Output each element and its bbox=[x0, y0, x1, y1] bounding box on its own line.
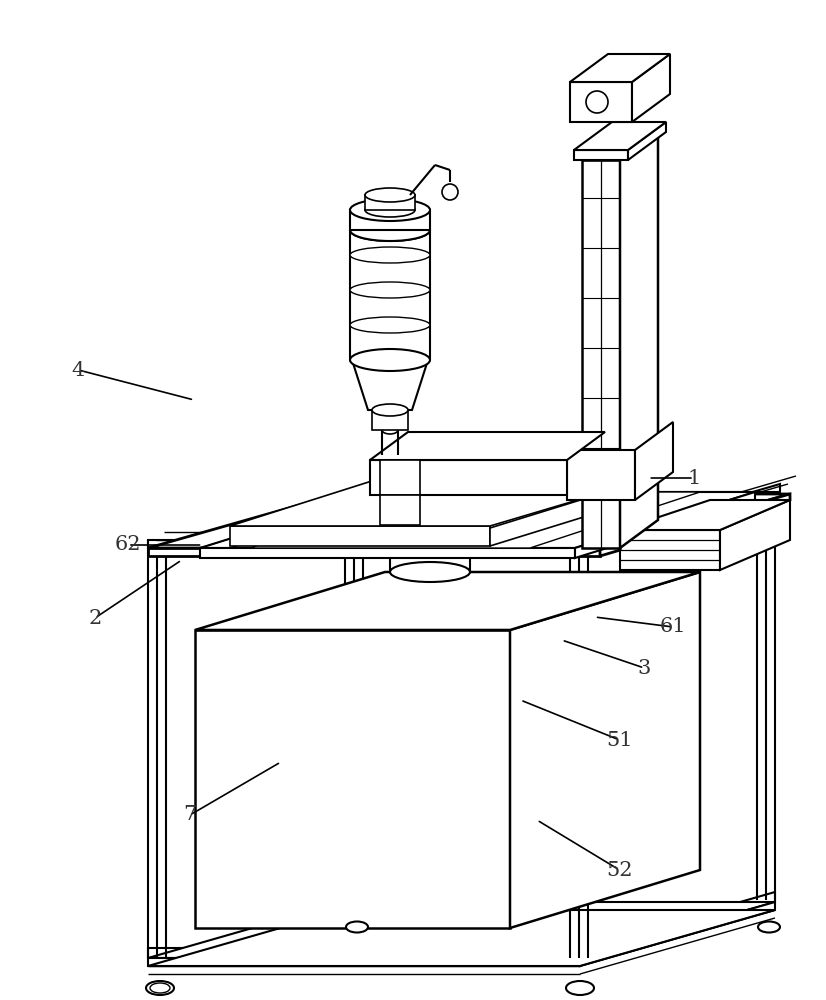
Ellipse shape bbox=[346, 922, 368, 932]
Polygon shape bbox=[620, 132, 658, 548]
Text: 52: 52 bbox=[606, 860, 633, 880]
Ellipse shape bbox=[146, 981, 174, 995]
Polygon shape bbox=[148, 492, 780, 548]
Polygon shape bbox=[195, 630, 510, 928]
Ellipse shape bbox=[586, 91, 608, 113]
Text: 61: 61 bbox=[660, 617, 686, 637]
Ellipse shape bbox=[566, 981, 594, 995]
Polygon shape bbox=[570, 82, 632, 122]
Ellipse shape bbox=[350, 317, 430, 333]
Polygon shape bbox=[620, 500, 790, 530]
Polygon shape bbox=[148, 540, 588, 548]
Polygon shape bbox=[148, 902, 775, 958]
Ellipse shape bbox=[150, 983, 170, 993]
Polygon shape bbox=[148, 494, 790, 548]
Polygon shape bbox=[720, 500, 790, 570]
Ellipse shape bbox=[390, 562, 470, 582]
Polygon shape bbox=[574, 150, 628, 160]
Polygon shape bbox=[200, 492, 755, 548]
Text: 1: 1 bbox=[687, 468, 700, 488]
Polygon shape bbox=[148, 948, 580, 958]
Polygon shape bbox=[195, 572, 700, 630]
Polygon shape bbox=[230, 526, 490, 546]
Ellipse shape bbox=[365, 188, 415, 202]
Ellipse shape bbox=[350, 219, 430, 241]
Polygon shape bbox=[600, 494, 790, 556]
Polygon shape bbox=[250, 492, 700, 548]
Ellipse shape bbox=[350, 247, 430, 263]
Polygon shape bbox=[582, 160, 620, 548]
Text: 7: 7 bbox=[183, 805, 197, 824]
Polygon shape bbox=[370, 460, 567, 495]
Text: 3: 3 bbox=[638, 659, 651, 678]
Polygon shape bbox=[380, 460, 420, 495]
Polygon shape bbox=[148, 548, 600, 556]
Polygon shape bbox=[352, 360, 428, 410]
Polygon shape bbox=[148, 910, 775, 966]
Polygon shape bbox=[230, 480, 645, 526]
Polygon shape bbox=[620, 530, 720, 570]
Polygon shape bbox=[588, 484, 780, 548]
Polygon shape bbox=[582, 132, 658, 160]
Ellipse shape bbox=[350, 349, 430, 371]
Ellipse shape bbox=[350, 282, 430, 298]
Polygon shape bbox=[574, 122, 666, 150]
Polygon shape bbox=[567, 450, 635, 500]
Polygon shape bbox=[490, 480, 645, 546]
Polygon shape bbox=[635, 422, 673, 500]
Ellipse shape bbox=[350, 199, 430, 221]
Polygon shape bbox=[510, 572, 700, 928]
Text: 51: 51 bbox=[606, 730, 633, 750]
Ellipse shape bbox=[365, 203, 415, 217]
Text: 62: 62 bbox=[115, 536, 141, 554]
Polygon shape bbox=[575, 492, 755, 558]
Polygon shape bbox=[380, 495, 420, 525]
Text: 4: 4 bbox=[72, 360, 85, 379]
Polygon shape bbox=[365, 195, 415, 210]
Ellipse shape bbox=[758, 922, 780, 932]
Polygon shape bbox=[628, 122, 666, 160]
Ellipse shape bbox=[382, 426, 398, 434]
Polygon shape bbox=[148, 958, 580, 966]
Ellipse shape bbox=[390, 530, 470, 550]
Ellipse shape bbox=[442, 184, 458, 200]
Polygon shape bbox=[200, 548, 575, 558]
Polygon shape bbox=[350, 210, 430, 230]
Polygon shape bbox=[370, 432, 605, 460]
Polygon shape bbox=[632, 54, 670, 122]
Text: 2: 2 bbox=[88, 608, 102, 628]
Polygon shape bbox=[580, 902, 775, 966]
Polygon shape bbox=[580, 892, 775, 958]
Ellipse shape bbox=[350, 219, 430, 241]
Ellipse shape bbox=[372, 404, 408, 416]
Polygon shape bbox=[372, 410, 408, 430]
Polygon shape bbox=[570, 54, 670, 82]
